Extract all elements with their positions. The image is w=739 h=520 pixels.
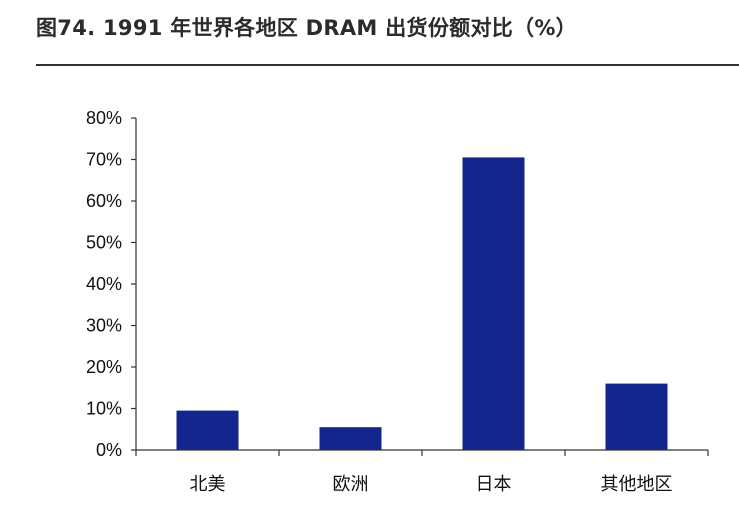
y-tick-label-7: 70% (86, 150, 122, 170)
y-tick-label-6: 60% (86, 191, 122, 211)
x-category-label-3: 其他地区 (601, 474, 673, 495)
y-tick-label-4: 40% (86, 274, 122, 294)
y-tick-label-5: 50% (86, 233, 122, 253)
x-category-label-1: 欧洲 (333, 474, 369, 495)
y-tick-label-1: 10% (86, 399, 122, 419)
y-tick-label-3: 30% (86, 316, 122, 336)
y-tick-label-2: 20% (86, 357, 122, 377)
bar-2 (462, 157, 525, 450)
y-ticks-group: 0% 10% 20% 30% 40% 50% 60% 70% 80% (86, 108, 136, 460)
x-ticks-group: 北美 欧洲 日本 其他地区 (135, 450, 709, 495)
bar-0 (176, 410, 239, 450)
x-category-label-2: 日本 (476, 474, 512, 495)
bar-1 (319, 427, 382, 450)
x-category-label-0: 北美 (190, 474, 226, 495)
y-tick-label-8: 80% (86, 108, 122, 128)
chart-title: 图74. 1991 年世界各地区 DRAM 出货份额对比（%） (36, 16, 577, 40)
bars-group (176, 157, 668, 450)
title-divider (36, 64, 739, 66)
bar-3 (605, 383, 668, 450)
y-tick-label-0: 0% (96, 440, 122, 460)
